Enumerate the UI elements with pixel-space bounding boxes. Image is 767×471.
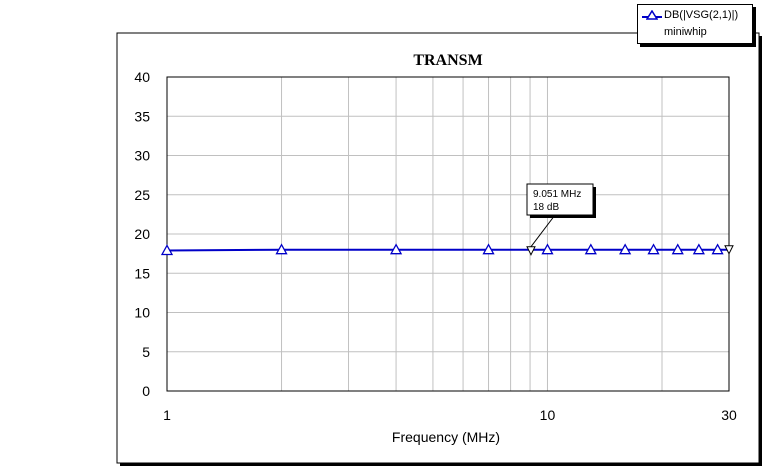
data-point-triangle [711, 243, 724, 255]
data-point-triangle [160, 244, 174, 256]
y-tick-label: 20 [134, 226, 150, 242]
y-tick-labels: 0 5 10 15 20 25 30 35 40 [134, 69, 150, 399]
x-tick-labels: 1 10 30 [163, 407, 737, 423]
y-tick-label: 0 [142, 383, 150, 399]
data-point-triangle [584, 243, 597, 255]
y-tick-label: 10 [134, 305, 150, 321]
y-tick-label: 25 [134, 187, 150, 203]
x-axis-label: Frequency (MHz) [392, 429, 500, 445]
end-marker-triangle [724, 245, 734, 255]
data-point-triangle [541, 243, 554, 255]
data-point-triangle [389, 243, 403, 255]
y-tick-label: 5 [142, 344, 150, 360]
data-point-triangle [692, 243, 705, 255]
annotation-frequency: 9.051 MHz [533, 189, 581, 200]
x-tick-label: 1 [163, 407, 171, 423]
chart-title: TRANSM [413, 52, 482, 69]
annotation-leader [530, 214, 556, 248]
triangle-marker-icon [646, 10, 658, 20]
x-tick-label: 30 [721, 407, 737, 423]
series-line [166, 248, 729, 252]
legend-series-subtitle: miniwhip [664, 26, 707, 38]
x-tick-label: 10 [540, 407, 556, 423]
legend-series-name: DB(|VSG(2,1)|) [664, 9, 739, 21]
y-tick-label: 35 [134, 108, 150, 124]
chart-frame [116, 32, 760, 464]
marker-annotation: 9.051 MHz 18 dB [526, 183, 596, 248]
data-point-triangle [647, 243, 660, 255]
data-point-triangle [482, 243, 495, 255]
y-tick-label: 40 [134, 69, 150, 85]
y-tick-label: 15 [134, 265, 150, 281]
legend: DB(|VSG(2,1)|) miniwhip [637, 4, 753, 44]
y-tick-label: 30 [134, 148, 150, 164]
grid [167, 77, 729, 391]
series-layer [160, 243, 734, 256]
annotation-value: 18 dB [533, 202, 559, 213]
annotation-box [526, 183, 594, 216]
data-point-triangle [671, 243, 684, 255]
data-point-triangle [275, 243, 288, 255]
data-point-triangle [619, 243, 632, 255]
plot-area [166, 76, 730, 392]
